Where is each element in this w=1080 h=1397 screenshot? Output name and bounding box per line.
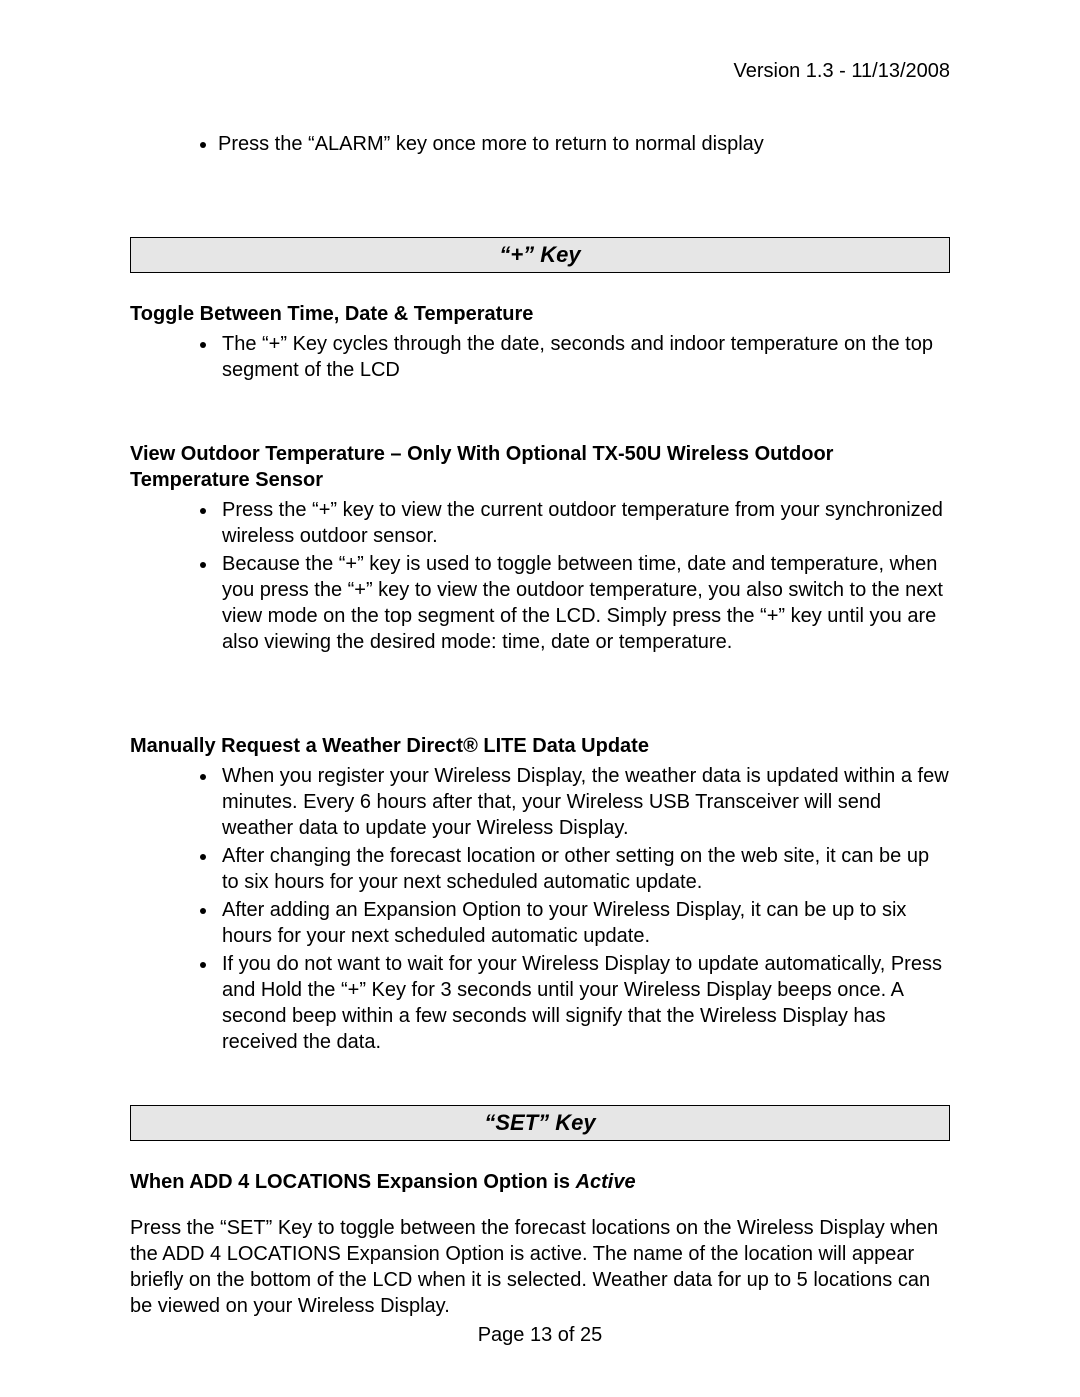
toggle-heading: Toggle Between Time, Date & Temperature xyxy=(130,301,950,327)
list-item: If you do not want to wait for your Wire… xyxy=(218,951,950,1055)
alarm-return-bullet: Press the “ALARM” key once more to retur… xyxy=(218,131,950,157)
document-page: Version 1.3 - 11/13/2008 Press the “ALAR… xyxy=(0,0,1080,1397)
list-item: Because the “+” key is used to toggle be… xyxy=(218,551,950,655)
outdoor-list: Press the “+” key to view the current ou… xyxy=(190,497,950,655)
list-item: When you register your Wireless Display,… xyxy=(218,763,950,841)
list-item: The “+” Key cycles through the date, sec… xyxy=(218,331,950,383)
list-item: Press the “+” key to view the current ou… xyxy=(218,497,950,549)
alarm-return-block: Press the “ALARM” key once more to retur… xyxy=(190,131,950,157)
heading-italic: Active xyxy=(576,1171,636,1193)
list-item: After adding an Expansion Option to your… xyxy=(218,897,950,949)
manual-list: When you register your Wireless Display,… xyxy=(190,763,950,1055)
plus-key-header: “+” Key xyxy=(130,237,950,273)
heading-prefix: When ADD 4 LOCATIONS Expansion Option is xyxy=(130,1171,576,1193)
list-item: After changing the forecast location or … xyxy=(218,843,950,895)
manual-heading: Manually Request a Weather Direct® LITE … xyxy=(130,733,950,759)
page-footer: Page 13 of 25 xyxy=(0,1324,1080,1347)
set-active-paragraph: Press the “SET” Key to toggle between th… xyxy=(130,1215,950,1319)
set-active-heading: When ADD 4 LOCATIONS Expansion Option is… xyxy=(130,1169,950,1195)
outdoor-heading: View Outdoor Temperature – Only With Opt… xyxy=(130,441,950,493)
version-line: Version 1.3 - 11/13/2008 xyxy=(130,60,950,83)
toggle-list: The “+” Key cycles through the date, sec… xyxy=(190,331,950,383)
set-key-header: “SET” Key xyxy=(130,1105,950,1141)
